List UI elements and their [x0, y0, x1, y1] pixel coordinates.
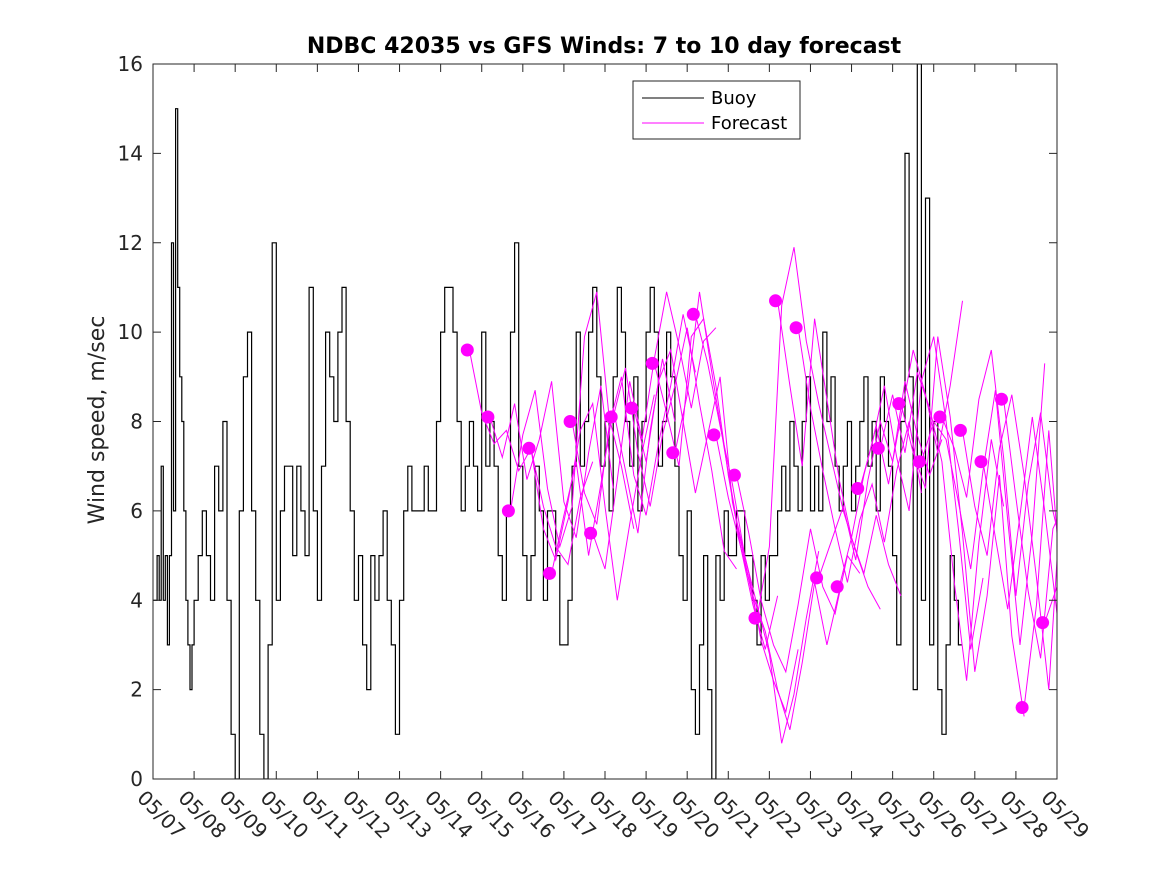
y-tick-label: 6	[130, 499, 143, 523]
plot-area	[153, 64, 1057, 779]
forecast-run-line-24	[941, 349, 1057, 596]
forecast-point	[769, 294, 782, 308]
forecast-point	[871, 441, 885, 455]
forecast-point	[810, 571, 824, 585]
forecast-run-line-6	[571, 314, 696, 525]
forecast-point	[522, 441, 536, 455]
forecast-run-line-4	[530, 394, 655, 601]
y-tick-label: 12	[118, 231, 143, 255]
forecast-point	[974, 455, 988, 469]
forecast-point	[933, 410, 947, 424]
forecast-point	[584, 526, 598, 540]
forecast-point	[789, 321, 803, 335]
forecast-run-line-21	[879, 372, 1005, 681]
forecast-point	[481, 410, 495, 424]
forecast-point	[892, 397, 906, 411]
legend-forecast-label: Forecast	[711, 113, 787, 134]
forecast-run-line-26	[982, 416, 1057, 614]
forecast-point	[727, 468, 741, 482]
y-tick-label: 0	[130, 767, 143, 791]
forecast-point	[460, 343, 474, 357]
forecast-run-line-13	[715, 434, 840, 730]
chart-title: NDBC 42035 vs GFS Winds: 7 to 10 day for…	[307, 34, 902, 59]
y-tick-label: 14	[118, 141, 143, 165]
y-tick-label: 10	[118, 320, 143, 344]
forecast-point	[1015, 701, 1029, 714]
forecast-point	[563, 415, 577, 428]
y-tick-label: 8	[130, 410, 143, 434]
legend: Buoy Forecast	[632, 80, 801, 140]
forecast-point	[748, 611, 762, 625]
legend-buoy-label: Buoy	[711, 88, 757, 109]
y-axis-label: Wind speed, m/sec	[85, 316, 110, 525]
forecast-point	[543, 566, 556, 580]
forecast-run-line-8	[612, 327, 737, 570]
forecast-point	[851, 482, 865, 495]
forecast-run-line-18	[818, 381, 943, 579]
forecast-run-line-17	[797, 327, 922, 583]
forecast-run-line-2	[489, 381, 614, 538]
forecast-point	[1036, 616, 1050, 630]
forecast-point	[912, 455, 926, 469]
legend-box	[632, 80, 801, 140]
forecast-run-line-23	[920, 363, 1046, 645]
forecast-point	[645, 356, 659, 370]
y-tick-label: 16	[118, 52, 143, 76]
buoy-series-line	[153, 64, 963, 779]
y-tick-label: 2	[130, 678, 143, 702]
forecast-point	[995, 392, 1008, 406]
forecast-point	[604, 410, 618, 424]
forecast-run-line-19	[838, 300, 963, 587]
forecast-run-line-20	[859, 336, 984, 650]
forecast-point	[953, 423, 967, 437]
forecast-point	[707, 428, 721, 442]
forecast-run-line-14	[736, 474, 861, 674]
forecast-run-line-12	[694, 314, 820, 744]
forecast-point	[686, 307, 700, 321]
y-tick-label: 4	[130, 588, 143, 612]
forecast-point	[666, 446, 680, 460]
forecast-run-line-3	[510, 291, 635, 549]
forecast-run-line-28	[1023, 430, 1057, 708]
series-layer	[153, 64, 1057, 779]
forecast-run-line-25	[962, 394, 1057, 690]
forecast-run-line-29	[1044, 586, 1057, 623]
forecast-point	[501, 504, 515, 518]
forecast-run-line-16	[777, 300, 902, 596]
forecast-run-line-22	[900, 336, 1025, 717]
forecast-point	[830, 580, 844, 594]
forecast-point	[625, 401, 639, 415]
